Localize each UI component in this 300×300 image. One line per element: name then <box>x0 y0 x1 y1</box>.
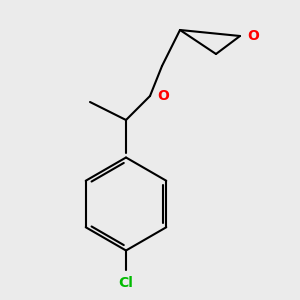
Text: O: O <box>248 29 260 43</box>
Text: Cl: Cl <box>118 276 134 290</box>
Text: O: O <box>158 89 169 103</box>
